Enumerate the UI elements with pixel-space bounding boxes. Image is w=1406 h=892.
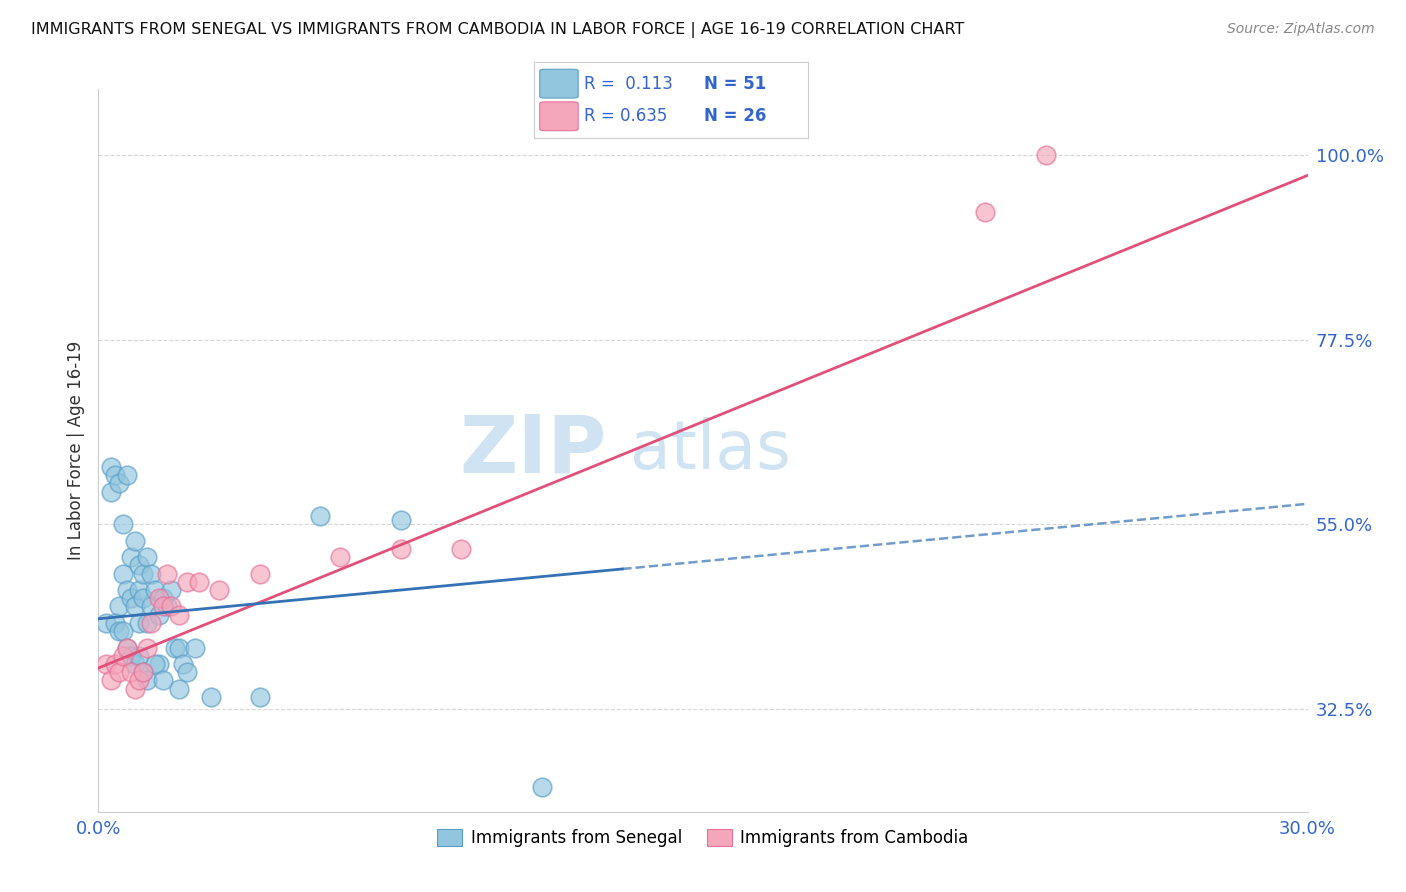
Text: ZIP: ZIP: [458, 411, 606, 490]
Point: [249, 690, 271, 704]
Point: [96, 657, 118, 671]
Point: [124, 599, 146, 614]
Point: [160, 599, 183, 614]
Point: [135, 615, 157, 630]
Point: [107, 476, 129, 491]
Point: [160, 582, 183, 597]
Point: [100, 673, 122, 688]
Point: [167, 681, 190, 696]
Point: [135, 673, 157, 688]
Point: [132, 665, 155, 680]
Point: [135, 640, 157, 655]
Point: [184, 640, 207, 655]
Point: [120, 648, 142, 663]
Point: [132, 566, 155, 581]
Point: [200, 690, 222, 704]
Point: [139, 566, 162, 581]
Point: [128, 582, 150, 597]
Point: [135, 550, 157, 565]
Point: [143, 582, 166, 597]
Point: [132, 591, 155, 606]
Point: [163, 640, 186, 655]
Point: [120, 591, 142, 606]
Text: N = 26: N = 26: [704, 106, 766, 125]
Point: [124, 533, 146, 548]
Point: [128, 648, 150, 663]
Point: [107, 624, 129, 639]
Point: [111, 624, 134, 639]
Text: atlas: atlas: [630, 417, 792, 483]
Point: [128, 558, 150, 573]
Point: [152, 599, 174, 614]
Point: [152, 591, 174, 606]
Point: [176, 665, 198, 680]
Point: [1035, 148, 1057, 162]
Point: [128, 615, 150, 630]
Legend: Immigrants from Senegal, Immigrants from Cambodia: Immigrants from Senegal, Immigrants from…: [430, 822, 976, 854]
Point: [148, 657, 170, 671]
Point: [120, 550, 142, 565]
Text: N = 51: N = 51: [704, 75, 766, 93]
Point: [124, 657, 146, 671]
Point: [111, 517, 134, 532]
Point: [103, 615, 125, 630]
Point: [176, 574, 198, 589]
Point: [172, 657, 194, 671]
Point: [115, 468, 138, 483]
Point: [208, 582, 231, 597]
Point: [974, 205, 997, 219]
Point: [530, 780, 553, 794]
Point: [115, 640, 138, 655]
Point: [450, 541, 472, 556]
Point: [249, 566, 271, 581]
Point: [188, 574, 211, 589]
Point: [139, 599, 162, 614]
FancyBboxPatch shape: [540, 102, 578, 130]
Point: [115, 640, 138, 655]
Point: [107, 665, 129, 680]
Point: [120, 665, 142, 680]
Y-axis label: In Labor Force | Age 16-19: In Labor Force | Age 16-19: [66, 341, 84, 560]
Point: [124, 681, 146, 696]
Text: R = 0.635: R = 0.635: [583, 106, 666, 125]
Point: [100, 459, 122, 474]
Point: [309, 509, 332, 524]
Point: [143, 657, 166, 671]
Point: [111, 648, 134, 663]
Point: [115, 582, 138, 597]
Point: [139, 615, 162, 630]
Point: [96, 615, 118, 630]
Point: [156, 566, 179, 581]
Point: [167, 607, 190, 622]
Text: IMMIGRANTS FROM SENEGAL VS IMMIGRANTS FROM CAMBODIA IN LABOR FORCE | AGE 16-19 C: IMMIGRANTS FROM SENEGAL VS IMMIGRANTS FR…: [31, 22, 965, 38]
FancyBboxPatch shape: [540, 70, 578, 98]
Point: [103, 468, 125, 483]
Point: [152, 673, 174, 688]
Point: [111, 566, 134, 581]
Point: [156, 599, 179, 614]
Point: [128, 673, 150, 688]
Point: [100, 484, 122, 499]
Text: R =  0.113: R = 0.113: [583, 75, 672, 93]
Point: [389, 513, 412, 527]
Point: [103, 657, 125, 671]
Text: Source: ZipAtlas.com: Source: ZipAtlas.com: [1227, 22, 1375, 37]
Point: [132, 665, 155, 680]
Point: [107, 599, 129, 614]
Point: [148, 607, 170, 622]
Point: [389, 541, 412, 556]
Point: [167, 640, 190, 655]
Point: [148, 591, 170, 606]
Point: [329, 550, 352, 565]
